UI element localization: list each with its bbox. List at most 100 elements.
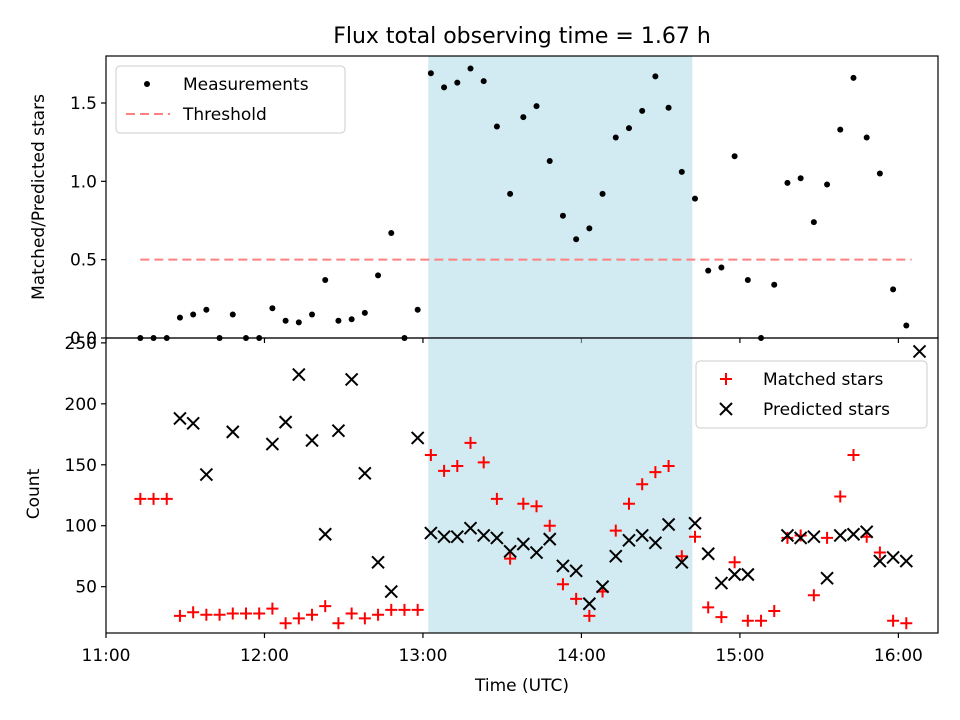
matched-stars-point	[662, 459, 675, 472]
measurement-point	[652, 73, 659, 80]
predicted-stars-point	[371, 555, 385, 570]
predicted-stars-point	[556, 559, 570, 573]
bottom-panel: 50 100 150 200 250 11:00 12:00 13:00 14:00 15:00 1…	[65, 334, 939, 666]
predicted-stars-point	[741, 567, 755, 582]
matched-stars-point	[873, 546, 886, 559]
matched-stars-point	[504, 552, 517, 565]
measurement-point	[731, 153, 738, 160]
matched-stars-point	[424, 449, 437, 462]
predicted-stars-point	[278, 415, 293, 429]
matched-stars-point	[807, 589, 820, 602]
legend-matched-label: Matched stars	[763, 370, 883, 390]
predicted-stars-point	[873, 554, 887, 568]
bottom-highlight-span	[428, 338, 693, 633]
predicted-stars-point	[265, 437, 280, 451]
measurement-point	[890, 286, 897, 293]
matched-stars-point	[160, 492, 173, 505]
predicted-stars-point	[820, 571, 834, 585]
measurement-point	[309, 311, 316, 318]
top-legend: Measurements Threshold	[115, 65, 346, 134]
top-y-tick-label: 1.5	[70, 94, 97, 114]
measurement-point	[837, 126, 844, 133]
measurement-point	[824, 181, 831, 188]
measurement-point	[190, 311, 197, 318]
matched-stars-point	[332, 617, 345, 630]
predicted-stars-point	[648, 536, 663, 550]
x-tick-label: 11:00	[82, 646, 131, 666]
predicted-stars-point	[543, 532, 557, 546]
predicted-stars-point	[410, 431, 425, 445]
matched-stars-point	[517, 497, 530, 510]
measurement-point	[520, 114, 527, 121]
matched-stars-point	[226, 607, 239, 620]
top-highlight-span	[428, 56, 693, 338]
measurement-point	[665, 104, 672, 111]
measurement-point	[903, 322, 910, 329]
predicted-stars-point	[846, 527, 861, 541]
measurement-point	[599, 190, 606, 197]
x-tick-label: 16:00	[874, 646, 923, 666]
legend-predicted-marker	[719, 402, 733, 416]
measurement-point	[335, 317, 342, 324]
measurement-point	[625, 125, 632, 132]
matched-stars-point	[147, 492, 160, 505]
matched-stars-point	[887, 614, 900, 627]
x-tick-label: 15:00	[715, 646, 764, 666]
measurement-point	[797, 175, 804, 182]
x-axis-label: Time (UTC)	[474, 676, 569, 696]
bottom-legend-frame	[695, 360, 928, 429]
top-y-axis-label: Matched/Predicted stars	[29, 94, 49, 300]
predicted-stars-point	[714, 576, 729, 590]
predicted-stars-point	[622, 533, 636, 548]
predicted-stars-point	[424, 526, 438, 540]
predicted-stars-point	[675, 555, 689, 570]
measurement-point	[203, 306, 210, 313]
predicted-stars-point	[503, 544, 517, 559]
matched-stars-point	[490, 492, 503, 505]
top-y-tick-label: 0.5	[70, 251, 97, 271]
predicted-stars-point	[331, 423, 346, 438]
measurement-point	[810, 219, 817, 226]
measurement-point	[718, 264, 725, 271]
predicted-stars-point	[226, 425, 240, 439]
measurement-point	[692, 195, 699, 202]
predicted-stars-point	[859, 525, 874, 539]
predicted-stars-point	[173, 411, 187, 426]
matched-stars-point	[702, 601, 715, 614]
predicted-stars-point	[437, 529, 451, 544]
predicted-stars-point	[886, 550, 900, 565]
top-y-tick-label: 1.0	[70, 172, 97, 192]
measurement-point	[573, 236, 580, 243]
predicted-stars-point	[199, 467, 214, 482]
predicted-stars-point	[186, 416, 200, 431]
predicted-stars-point	[635, 528, 649, 543]
predicted-stars-point	[358, 466, 372, 481]
measurement-point	[705, 267, 712, 274]
matched-stars-point	[358, 612, 371, 625]
matched-stars-point	[279, 617, 292, 630]
matched-stars-point	[372, 608, 385, 621]
measurement-point	[850, 74, 857, 81]
predicted-stars-point	[701, 547, 715, 561]
bottom-y-tick-label: 100	[65, 517, 97, 537]
measurement-point	[863, 134, 870, 141]
measurement-point	[282, 317, 289, 324]
matched-stars-point	[847, 449, 860, 462]
predicted-stars-point	[688, 516, 702, 530]
legend-threshold-label: Threshold	[182, 105, 267, 125]
top-y-tick-label: 0.0	[70, 329, 97, 349]
predicted-stars-point	[305, 433, 319, 448]
matched-stars-point	[583, 609, 596, 622]
bottom-y-tick-label: 200	[65, 395, 97, 415]
predicted-stars-point	[793, 531, 808, 545]
matched-stars-point	[266, 602, 279, 615]
matched-stars-point	[530, 500, 543, 513]
bottom-y-tick-label: 150	[65, 456, 97, 476]
predicted-stars-point	[450, 529, 464, 544]
measurement-point	[229, 311, 236, 318]
x-tick-label: 14:00	[557, 646, 606, 666]
x-tick-label: 13:00	[398, 646, 447, 666]
matched-stars-point	[556, 578, 569, 591]
measurement-point	[744, 277, 751, 284]
